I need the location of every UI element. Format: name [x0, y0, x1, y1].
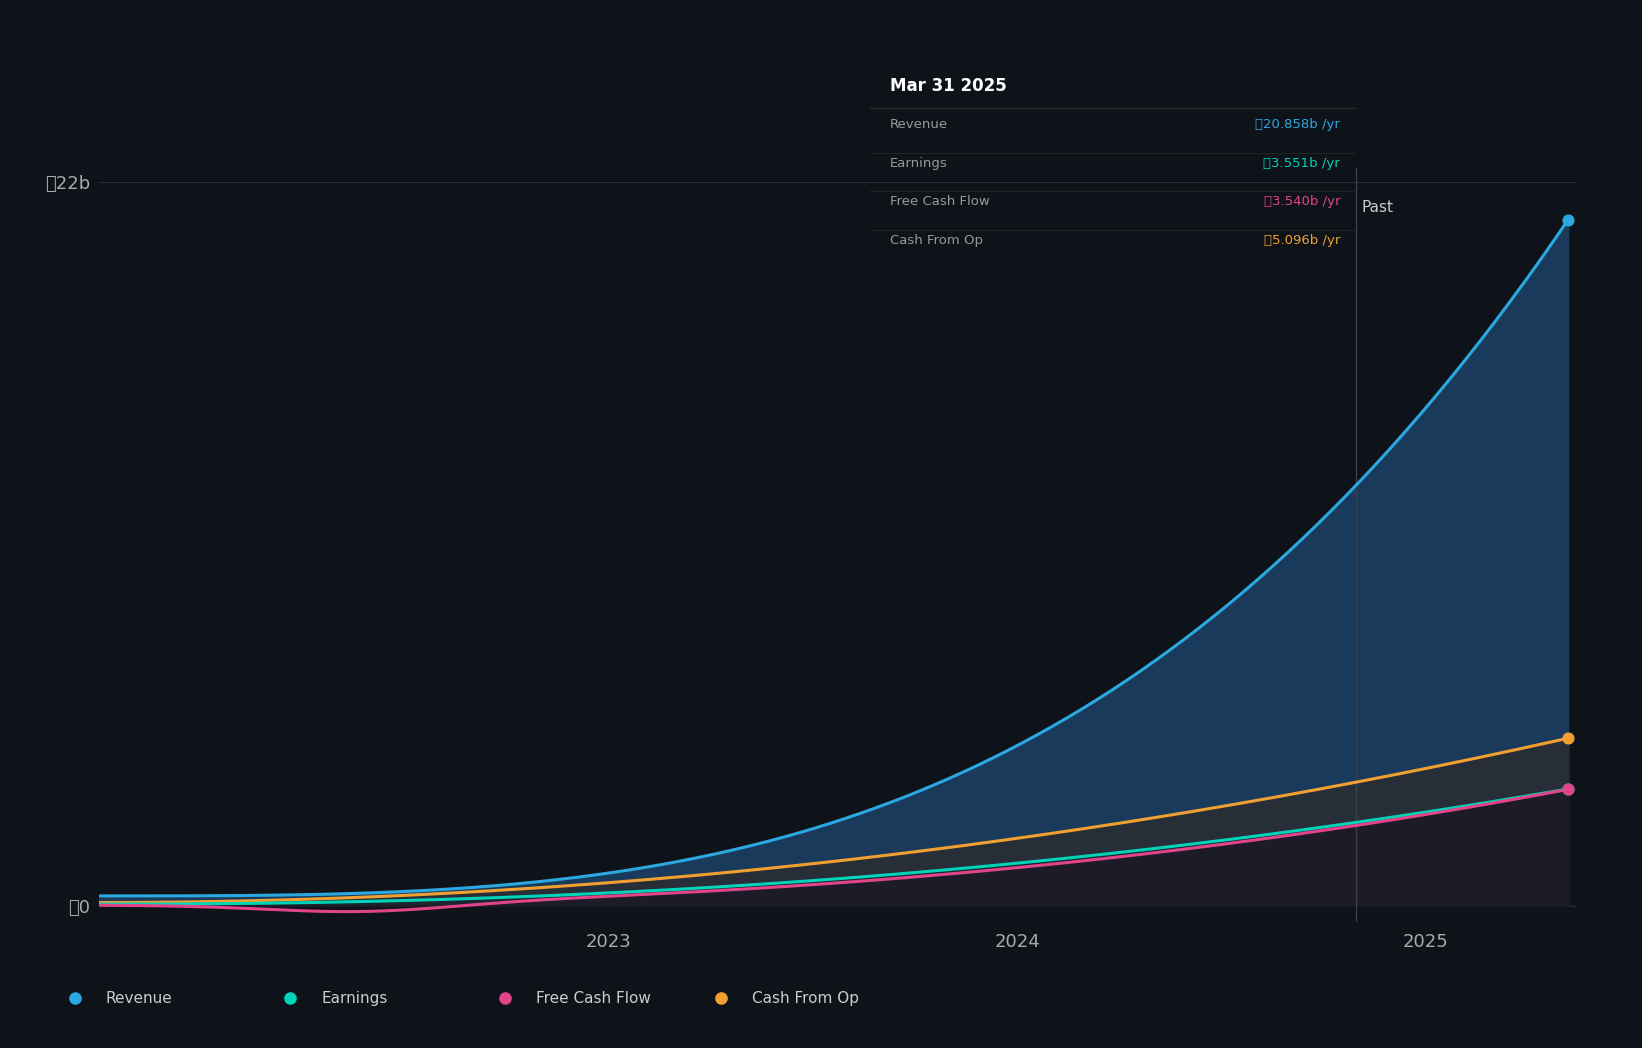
Text: Earnings: Earnings	[322, 990, 388, 1006]
Text: ₼5.096b /yr: ₼5.096b /yr	[1264, 235, 1340, 247]
Point	[493, 989, 519, 1006]
Text: Revenue: Revenue	[105, 990, 172, 1006]
Text: ₼3.551b /yr: ₼3.551b /yr	[1263, 156, 1340, 170]
Text: Revenue: Revenue	[890, 117, 947, 131]
Point	[62, 989, 89, 1006]
Text: Earnings: Earnings	[890, 156, 947, 170]
Point	[1555, 781, 1581, 798]
Point	[1555, 781, 1581, 798]
Text: Free Cash Flow: Free Cash Flow	[890, 195, 990, 209]
Text: Mar 31 2025: Mar 31 2025	[890, 77, 1007, 95]
Text: ₼3.540b /yr: ₼3.540b /yr	[1264, 195, 1340, 209]
Text: ₼20.858b /yr: ₼20.858b /yr	[1254, 117, 1340, 131]
Text: Cash From Op: Cash From Op	[890, 235, 982, 247]
Point	[1555, 729, 1581, 746]
Text: Free Cash Flow: Free Cash Flow	[537, 990, 652, 1006]
Point	[708, 989, 734, 1006]
Text: Cash From Op: Cash From Op	[752, 990, 859, 1006]
Point	[277, 989, 304, 1006]
Point	[1555, 212, 1581, 228]
Text: Past: Past	[1361, 200, 1394, 215]
